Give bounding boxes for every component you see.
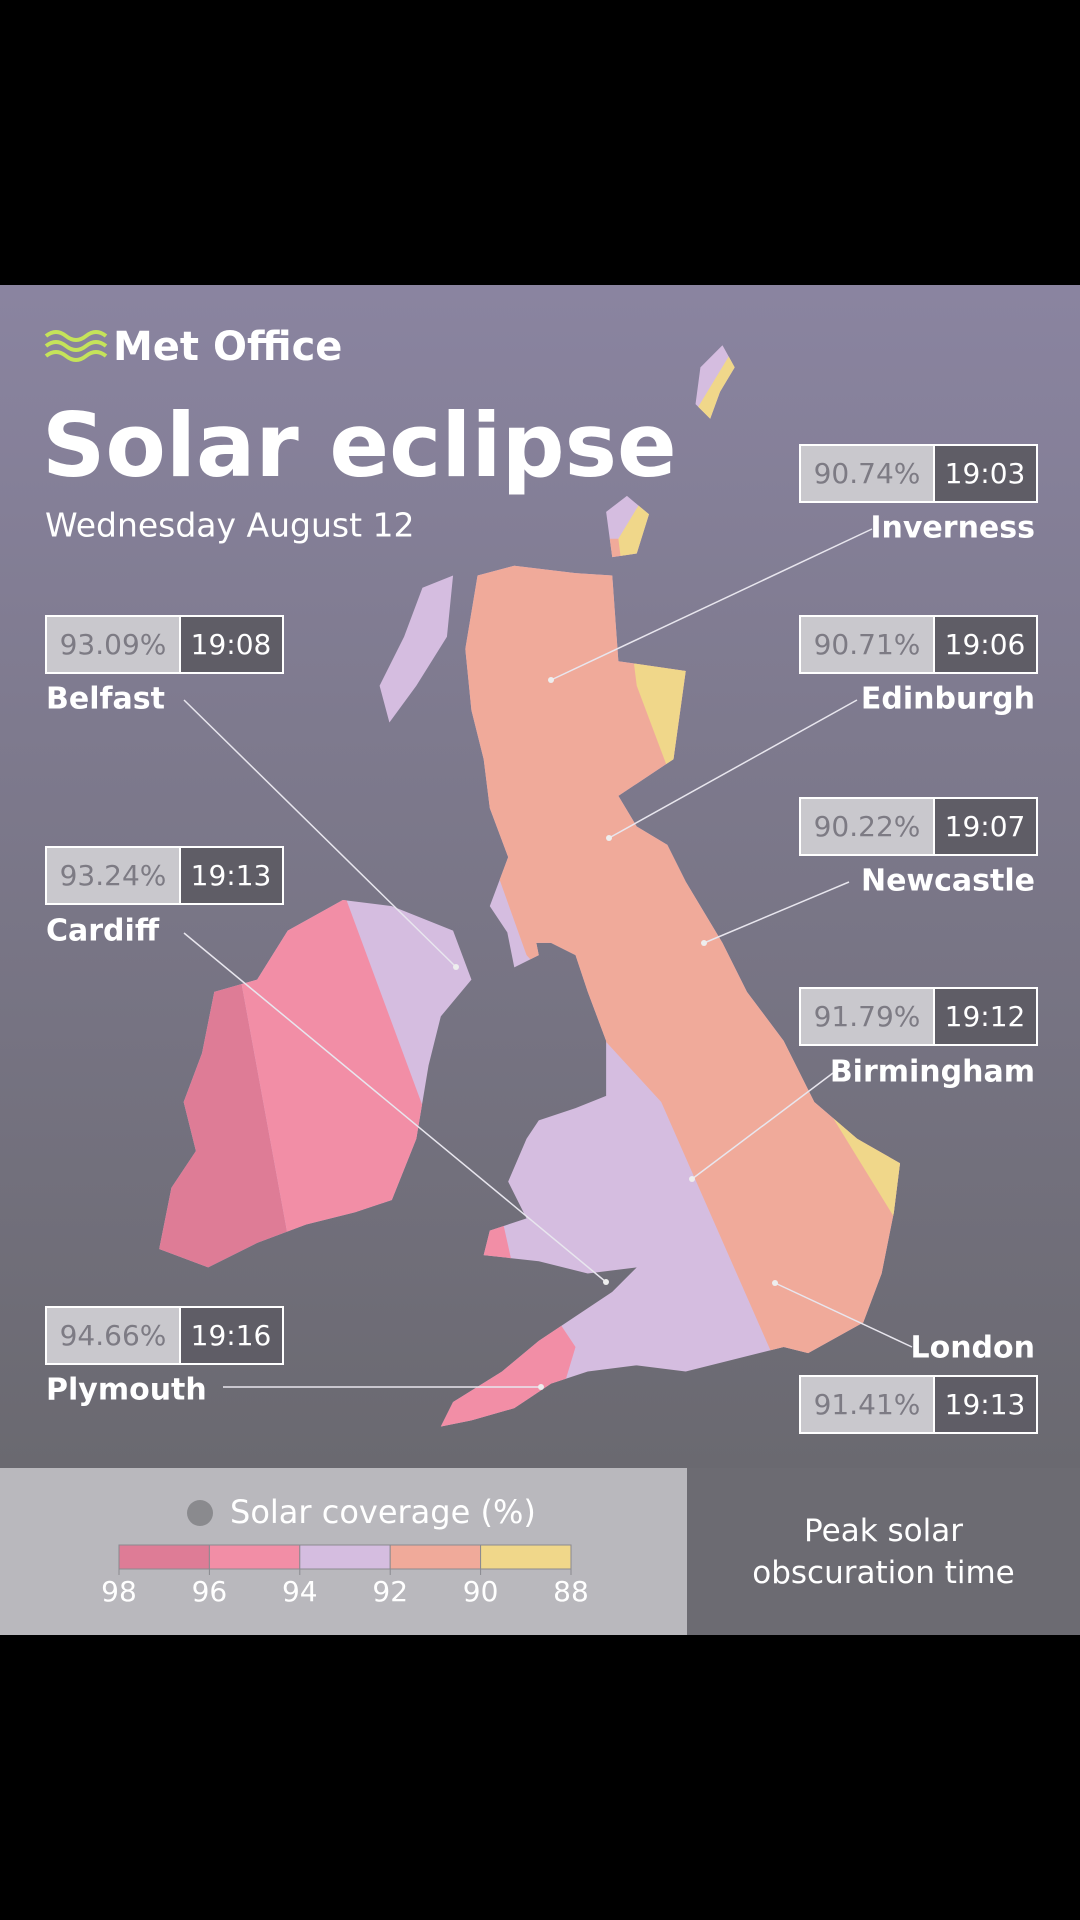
coverage: 90.74% [814, 457, 921, 490]
city-dot [603, 1279, 609, 1285]
time: 19:13 [191, 859, 272, 892]
leader-line [183, 932, 607, 1283]
coverage-box [799, 797, 935, 856]
city-name: Newcastle [861, 864, 1035, 899]
coverage: 90.71% [814, 628, 921, 661]
time-box [933, 797, 1038, 856]
time: 19:12 [945, 1000, 1026, 1033]
city-name: Inverness [870, 511, 1035, 546]
logo-icon [44, 330, 108, 362]
coverage-box [799, 615, 935, 674]
title: Solar eclipse [42, 394, 677, 497]
city-dot [701, 940, 707, 946]
legend-band [299, 1544, 391, 1570]
coverage: 91.79% [814, 1000, 921, 1033]
leader-line [703, 881, 850, 944]
legend-tick-label: 94 [282, 1575, 318, 1608]
city-dot [538, 1384, 544, 1390]
coverage: 94.66% [60, 1319, 167, 1352]
city-dot [606, 835, 612, 841]
leader-line [183, 699, 457, 968]
coverage: 90.22% [814, 810, 921, 843]
leader-line [691, 1072, 834, 1180]
legend-tick-label: 90 [463, 1575, 499, 1608]
time: 19:03 [945, 457, 1026, 490]
leader-line [608, 699, 858, 839]
city-name: Cardiff [46, 914, 160, 949]
time: 19:08 [191, 628, 272, 661]
city-dot [548, 677, 554, 683]
coverage-box [799, 987, 935, 1046]
coverage: 93.09% [60, 628, 167, 661]
city-dot [453, 964, 459, 970]
time: 19:16 [191, 1319, 272, 1352]
time: 19:06 [945, 628, 1026, 661]
subtitle: Wednesday August 12 [45, 506, 415, 545]
legend-icon [187, 1500, 213, 1526]
note: Peak solar obscuration time [752, 1512, 1015, 1591]
brand: Met Office [113, 324, 342, 370]
coverage: 91.41% [814, 1388, 921, 1421]
city-dot [689, 1176, 695, 1182]
time-box [933, 987, 1038, 1046]
city-name: London [910, 1331, 1035, 1366]
legend-band [208, 1544, 301, 1570]
city-name: Birmingham [830, 1055, 1035, 1090]
legend-band [389, 1544, 482, 1570]
legend-tick-label: 98 [101, 1575, 137, 1608]
time-box [933, 1375, 1038, 1434]
leader-line [550, 528, 873, 681]
time-box [933, 615, 1038, 674]
city-name: Plymouth [46, 1373, 207, 1408]
leader-line [774, 1282, 913, 1348]
note-background [687, 1468, 1080, 1635]
legend-title: Solar coverage (%) [230, 1493, 536, 1531]
time-box [933, 444, 1038, 503]
time: 19:13 [945, 1388, 1026, 1421]
legend-band [118, 1544, 210, 1570]
legend-tick-label: 92 [372, 1575, 408, 1608]
coverage-box [45, 846, 181, 905]
time-box [179, 1306, 284, 1365]
legend-band [480, 1544, 572, 1570]
city-dot [772, 1280, 778, 1286]
city-name: Belfast [46, 682, 165, 717]
time-box [179, 615, 284, 674]
band-salmon [465, 538, 901, 1409]
city-name: Edinburgh [861, 682, 1035, 717]
legend-tick-label: 96 [192, 1575, 228, 1608]
coverage: 93.24% [60, 859, 167, 892]
legend-tick-label: 88 [553, 1575, 589, 1608]
time: 19:07 [945, 810, 1026, 843]
coverage-box [799, 1375, 935, 1434]
time-box [179, 846, 284, 905]
